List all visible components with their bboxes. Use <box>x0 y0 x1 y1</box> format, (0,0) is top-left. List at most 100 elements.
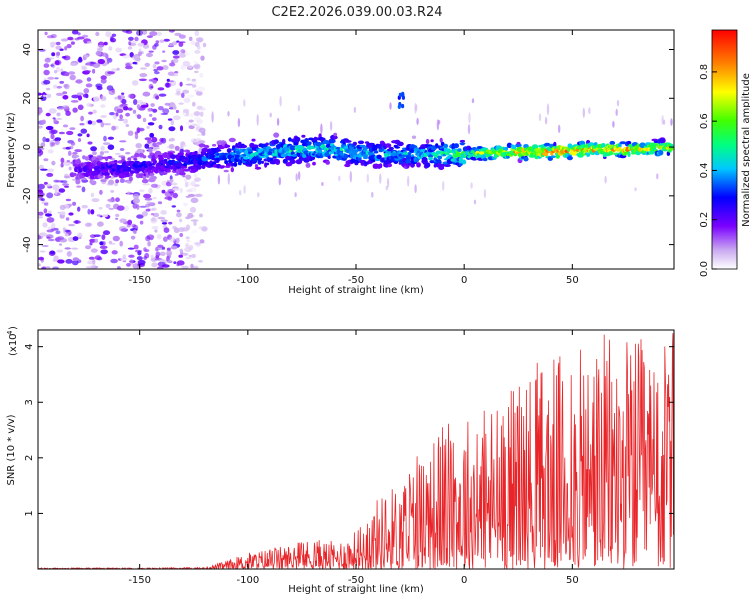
spectrogram-dot <box>43 158 49 162</box>
spectrogram-dot <box>100 75 107 80</box>
spectrogram-dot <box>183 202 188 207</box>
spectrogram-dot <box>368 142 375 146</box>
spectrogram-dot <box>185 83 193 86</box>
spectrogram-dot <box>194 41 200 48</box>
spectrogram-dot <box>194 70 199 74</box>
spectrogram-dot <box>385 143 392 148</box>
spectrogram-dot <box>276 117 280 126</box>
spectrogram-dot <box>438 166 445 170</box>
spectrogram-dot <box>136 148 144 154</box>
spectrogram-dot <box>173 261 177 264</box>
spectrogram-dot <box>132 109 137 114</box>
spectrogram-dot <box>185 236 190 240</box>
spectrogram-dot <box>38 183 45 190</box>
snr-ytick-label: 4 <box>24 343 35 349</box>
spectrogram-dot <box>62 124 69 128</box>
spectrogram-dot <box>196 164 202 170</box>
spectrogram-dot <box>103 135 107 142</box>
spectrogram-dot <box>56 112 61 117</box>
spectrogram-dot <box>87 141 93 145</box>
spectrogram-dot <box>107 198 116 203</box>
spectrogram-dot <box>343 153 349 159</box>
spectrogram-dot <box>151 262 158 268</box>
spectrogram-dot <box>115 179 119 184</box>
spectrogram-dot <box>45 266 51 269</box>
spectrogram-dot <box>152 79 157 84</box>
spectrogram-dot <box>305 162 311 168</box>
spectrogram-dot <box>123 205 129 212</box>
spectrogram-dot <box>154 71 160 75</box>
spectrogram-dot <box>46 183 52 187</box>
spectrogram-dot <box>566 156 573 161</box>
spectrogram-dot <box>71 30 79 35</box>
spectrogram-dot <box>81 186 86 193</box>
spectrogram-dot <box>376 155 382 159</box>
spectrogram-dot <box>186 149 190 154</box>
colorbar-tick-label: 0.8 <box>699 64 710 80</box>
spectrogram-dot <box>346 140 352 143</box>
spectrogram-dot <box>186 77 191 81</box>
spectrogram-dot <box>609 140 616 146</box>
spectrogram-dot <box>74 220 79 224</box>
spectrogram-dot <box>388 146 394 151</box>
spectrogram-dot <box>160 219 168 223</box>
spectrogram-dot <box>63 84 69 88</box>
spectrogram-dot <box>43 208 48 214</box>
spectrogram-dot <box>154 61 160 65</box>
spectrogram-dot <box>414 159 420 162</box>
spectrogram-dot <box>132 80 139 86</box>
spectrogram-dot <box>450 158 456 162</box>
spectrogram-dot <box>188 65 193 69</box>
spectrogram-dot <box>123 118 129 124</box>
spectrogram-dot <box>612 120 615 128</box>
spectrogram-dot <box>84 54 89 58</box>
spectrogram-dot <box>149 172 155 176</box>
spectrogram-dot <box>121 103 128 107</box>
spectrogram-dot <box>127 247 135 250</box>
spectrogram-dot <box>55 45 62 50</box>
spectrogram-dot <box>179 218 183 223</box>
spectrogram-dot <box>176 161 183 168</box>
spectrogram-dot <box>143 193 152 199</box>
spectrogram-dot <box>155 40 160 44</box>
spectrogram-dot <box>120 228 127 232</box>
spectrogram-dot <box>80 128 88 134</box>
spectrogram-dot <box>142 117 147 123</box>
spectrogram-dot <box>190 181 196 186</box>
spectrogram-dot <box>221 165 225 168</box>
spectrogram-dot <box>320 123 323 135</box>
spectrogram-dot <box>138 78 147 82</box>
spectrogram-dot <box>91 198 100 203</box>
spectrogram-dot <box>72 257 80 262</box>
spectrogram-dot <box>169 137 176 142</box>
spectrogram-dot <box>77 138 82 142</box>
spectrogram-dot <box>81 66 87 70</box>
spectrogram-dot <box>100 145 105 151</box>
spectrogram-dot <box>429 160 435 164</box>
spectrogram-dot <box>132 203 138 209</box>
spectrogram-dot <box>558 124 561 134</box>
spectrogram-dot <box>150 254 154 259</box>
spectrogram-dot <box>153 147 160 150</box>
spectrogram-dot <box>70 41 75 45</box>
spectrogram-dot <box>69 74 76 81</box>
spectrogram-dot <box>100 104 106 108</box>
spectrogram-dot <box>87 168 93 173</box>
spectrogram-dot <box>68 212 74 216</box>
spectrogram-dot <box>46 87 51 91</box>
snr-xtick-label: 50 <box>566 575 579 586</box>
spectrogram-dot <box>424 162 431 168</box>
spectrogram-dot <box>130 235 136 240</box>
spectrogram-dot <box>102 214 108 218</box>
spectrogram-dot <box>161 59 167 63</box>
spectrogram-dot <box>260 160 265 164</box>
spectrogram-dot <box>107 71 115 75</box>
spectrogram-dot <box>109 112 115 116</box>
spectrogram-dot <box>192 229 198 234</box>
spectrogram-dot <box>196 133 202 137</box>
spectrogram-dot <box>176 212 182 218</box>
spectrogram-dot <box>158 124 163 130</box>
spectrogram-dot <box>139 67 147 70</box>
spectrogram-dot <box>187 94 195 98</box>
spectrogram-dot <box>38 263 41 267</box>
